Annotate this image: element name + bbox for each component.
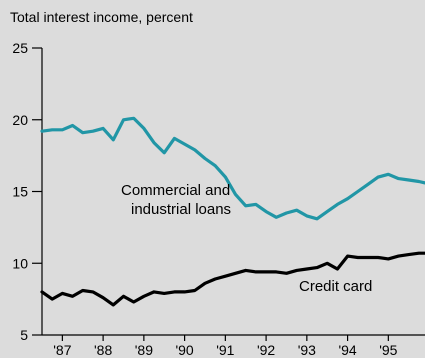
y-axis-label: Total interest income, percent [10,9,193,25]
series-line-commercial-industrial-loans [40,116,425,221]
series-label-credit-card: Credit card [299,278,372,295]
x-tick-label: '90 [175,342,193,358]
y-tick-label: 15 [12,184,28,200]
axes: 5 10 15 20 25 '87 '88 '89 '90 '91 '92 '93 '94 '95 [12,40,425,358]
series-label-commercial-line-2: industrial loans [131,201,231,218]
x-tick-label: '92 [257,342,275,358]
y-tick-label: 5 [20,327,28,343]
x-tick-label: '88 [94,342,112,358]
series-label-commercial-line-1: Commercial and [121,182,230,199]
x-tick-label: '91 [216,342,234,358]
x-tick-label: '95 [379,342,397,358]
x-tick-label: '94 [338,342,356,358]
y-tick-label: 10 [12,255,28,271]
x-tick-label: '87 [53,342,71,358]
series-line-credit-card [40,251,425,307]
x-tick-label: '89 [135,342,153,358]
x-tick-label: '93 [298,342,316,358]
series-layer [40,116,425,307]
y-tick-label: 20 [12,112,28,128]
y-tick-label: 25 [12,40,28,56]
